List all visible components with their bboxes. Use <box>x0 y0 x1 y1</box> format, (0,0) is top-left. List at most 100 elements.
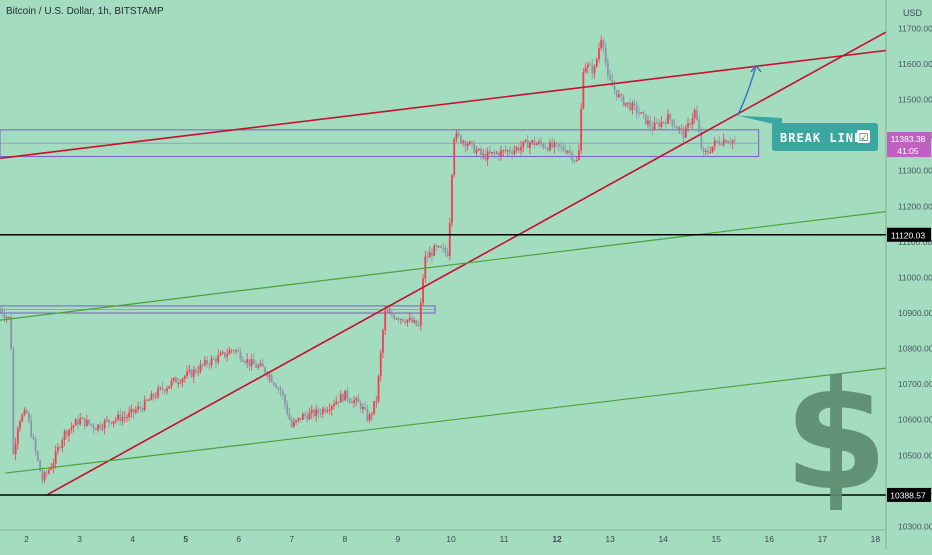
candle-body <box>497 152 500 157</box>
candle-body <box>270 375 273 383</box>
candle-body <box>201 364 204 366</box>
candle-body <box>252 359 255 365</box>
candle-body <box>163 389 166 392</box>
candle-body <box>718 141 721 145</box>
candle-body <box>219 353 222 356</box>
candle-body <box>586 64 589 68</box>
candle-body <box>212 358 215 360</box>
candle-body <box>223 352 226 357</box>
candle-body <box>308 412 311 420</box>
candle-body <box>566 150 569 153</box>
candle-body <box>638 112 640 114</box>
candle-body <box>727 141 730 143</box>
resistance-trendline <box>0 49 887 160</box>
candle-body <box>241 359 244 362</box>
candle-body <box>486 151 489 160</box>
candle-body <box>660 121 663 127</box>
candle-body <box>170 380 173 387</box>
candle-body <box>620 94 623 96</box>
candle-body <box>700 131 703 149</box>
candle-body <box>595 59 598 67</box>
candle-body <box>34 439 37 452</box>
candle-body <box>353 400 355 404</box>
candle-body <box>150 393 153 400</box>
candle-body <box>157 388 159 397</box>
candle-body <box>317 409 320 414</box>
candle-body <box>25 409 28 414</box>
y-tick-label: 10300.00 <box>898 521 932 531</box>
candle-body <box>707 150 709 153</box>
candle-body <box>482 153 485 155</box>
candle-body <box>382 330 384 353</box>
candle-body <box>168 386 171 389</box>
y-tick-label: 11500.00 <box>898 95 932 105</box>
candle-body <box>658 122 660 127</box>
candle-body <box>70 427 73 430</box>
candle-body <box>546 147 549 151</box>
candle-body <box>720 144 723 146</box>
candle-body <box>460 135 462 143</box>
y-tick-label: 10500.00 <box>898 450 932 460</box>
candle-body <box>272 382 275 385</box>
x-tick-label: 11 <box>500 534 509 544</box>
candle-body <box>600 40 603 49</box>
x-tick-label: 12 <box>552 534 562 544</box>
price-axis: USD10300.0010400.0010500.0010600.0010700… <box>885 0 932 550</box>
candle-body <box>702 148 705 153</box>
candle-body <box>21 414 24 422</box>
candle-body <box>181 378 184 383</box>
candle-body <box>139 406 142 409</box>
candle-body <box>682 128 685 138</box>
candle-body <box>59 447 62 449</box>
candle-body <box>515 147 518 151</box>
candle-body <box>415 320 418 326</box>
candle-body <box>555 142 558 144</box>
candle-body <box>691 118 694 125</box>
candle-body <box>689 123 692 125</box>
candle-body <box>713 140 716 147</box>
level-price-tag <box>887 227 931 242</box>
candle-body <box>54 451 57 464</box>
candle-body <box>522 141 525 147</box>
candle-body <box>529 142 531 149</box>
candle-body <box>722 139 725 145</box>
candle-body <box>186 371 188 377</box>
candle-body <box>281 390 284 396</box>
projection-arrow <box>736 65 757 116</box>
candle-body <box>237 350 240 352</box>
candle-body <box>511 152 514 154</box>
candle-body <box>662 121 665 123</box>
candle-body <box>377 376 380 402</box>
candle-body <box>448 223 451 257</box>
candle-body <box>582 72 585 109</box>
candle-body <box>228 350 231 355</box>
candle-body <box>188 370 191 372</box>
x-tick-label: 14 <box>658 534 668 544</box>
candle-body <box>175 377 177 383</box>
candle-body <box>28 413 30 421</box>
candle-body <box>724 139 727 143</box>
callout-box <box>772 123 878 151</box>
candle-body <box>451 175 453 224</box>
candle-body <box>578 150 580 161</box>
candle-body <box>232 350 235 352</box>
candle-body <box>589 64 591 66</box>
candle-body <box>475 150 478 153</box>
candle-body <box>627 102 629 104</box>
candle-body <box>444 247 447 253</box>
level-price-label: 11120.03 <box>891 230 925 240</box>
candle-body <box>446 252 449 257</box>
candle-body <box>342 394 344 401</box>
y-tick-label: 11600.00 <box>898 59 932 69</box>
candle-body <box>105 419 108 421</box>
candle-body <box>65 430 68 436</box>
candle-body <box>531 140 534 143</box>
candle-body <box>1 309 4 315</box>
candle-body <box>571 152 574 161</box>
candle-body <box>246 359 249 363</box>
candle-body <box>557 143 560 147</box>
y-tick-label: 10800.00 <box>898 344 932 354</box>
candle-body <box>355 398 358 401</box>
